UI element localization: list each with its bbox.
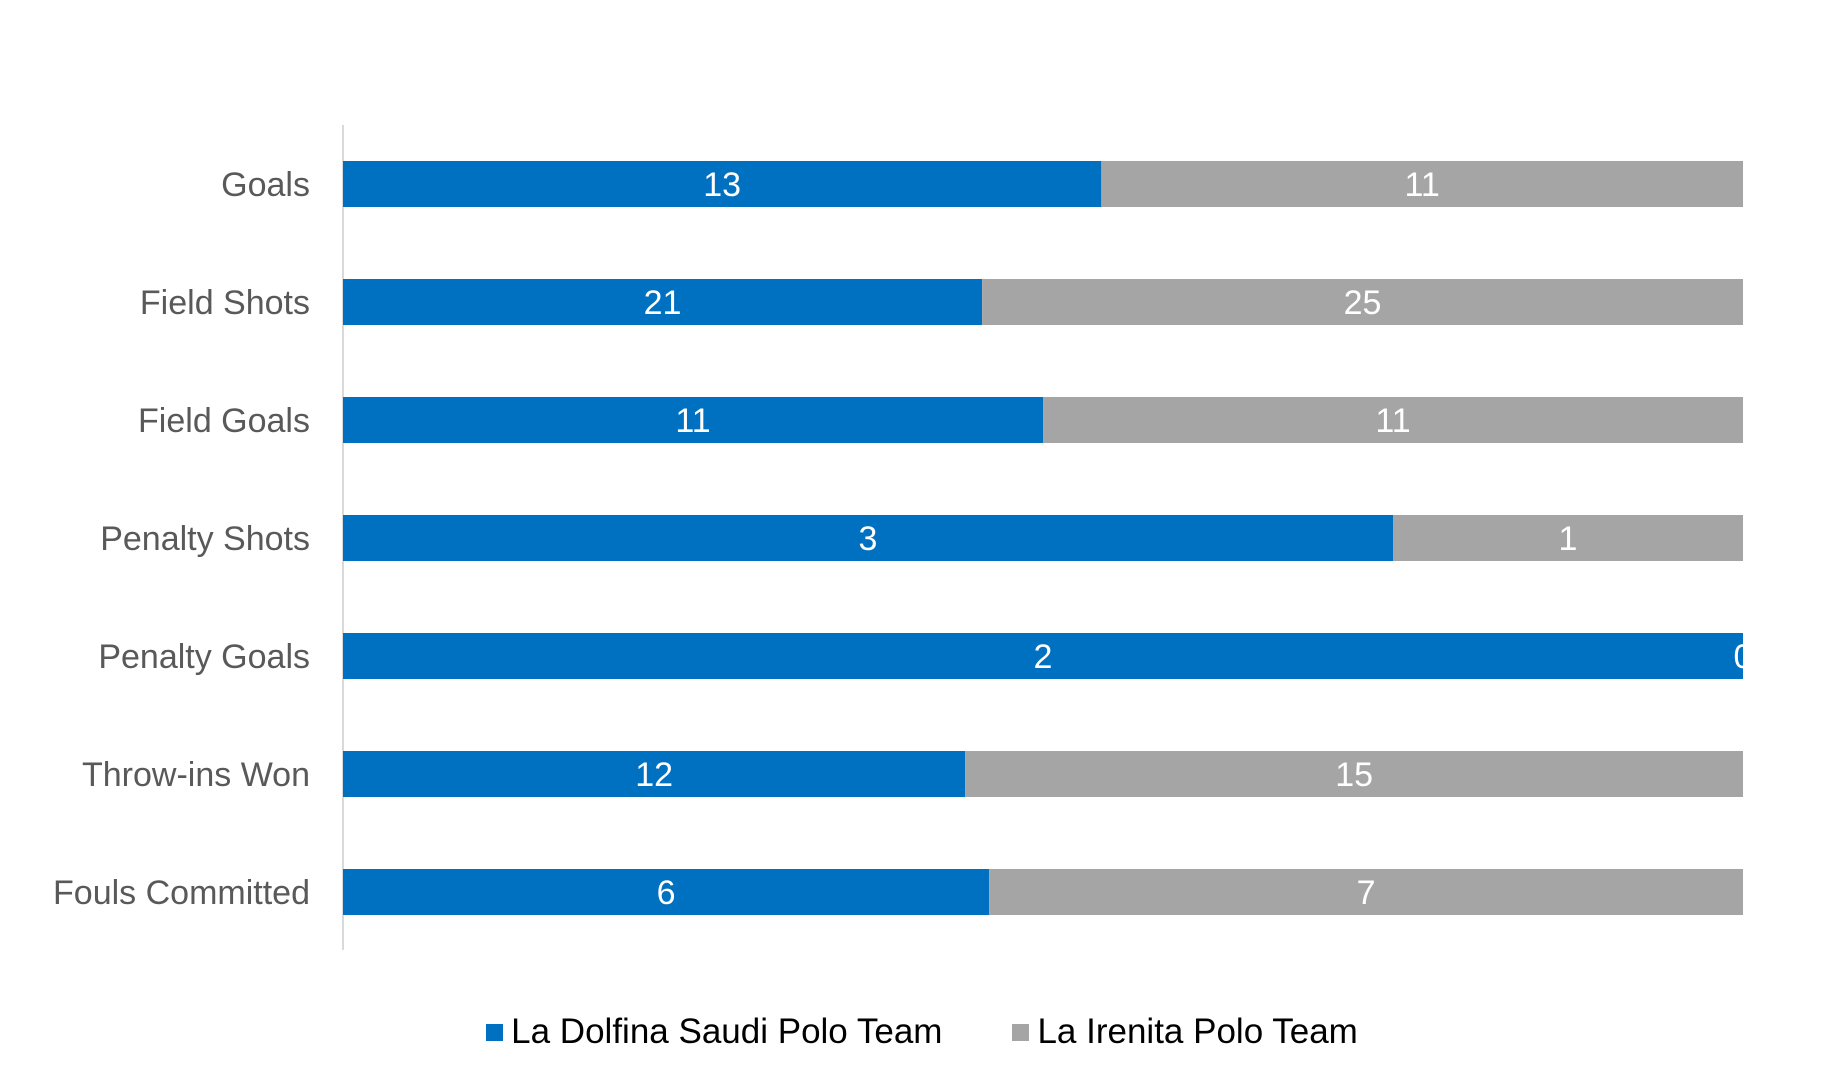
bar-segment: [1043, 397, 1743, 443]
category-label: Field Shots: [140, 284, 310, 322]
bar-segment: [343, 397, 1043, 443]
legend-item-series-1: La Dolfina Saudi Polo Team: [486, 1012, 942, 1052]
data-label: 6: [657, 874, 676, 912]
data-label: 15: [1335, 756, 1373, 794]
data-label: 11: [675, 402, 710, 440]
legend-label: La Dolfina Saudi Polo Team: [511, 1012, 943, 1051]
legend-item-series-2: La Irenita Polo Team: [1012, 1012, 1358, 1052]
category-label: Penalty Shots: [100, 520, 310, 558]
data-label: 11: [1405, 166, 1440, 204]
data-label: 7: [1357, 874, 1376, 912]
bar-segment: [343, 751, 966, 797]
bar-segment: [1393, 515, 1743, 561]
legend-swatch: [486, 1023, 504, 1041]
data-label: 13: [703, 166, 741, 204]
category-label: Goals: [221, 166, 310, 204]
bar-segment: [343, 869, 990, 915]
bar-segment: [982, 279, 1743, 325]
category-label: Penalty Goals: [98, 638, 310, 676]
data-label: 3: [859, 520, 878, 558]
category-label: Field Goals: [138, 402, 310, 440]
bar-segment: [343, 279, 983, 325]
data-label: 1: [1559, 520, 1578, 558]
bar-segment: [343, 633, 1743, 679]
data-label: 25: [1344, 284, 1382, 322]
bar-segment: [343, 515, 1393, 561]
category-label: Throw-ins Won: [82, 756, 310, 794]
legend-label: La Irenita Polo Team: [1037, 1012, 1358, 1051]
data-label: 12: [635, 756, 673, 794]
data-label: 2: [1034, 638, 1053, 676]
data-label: 21: [644, 284, 682, 322]
data-label: 11: [1375, 402, 1410, 440]
data-label: 0: [1734, 638, 1753, 676]
category-label: Fouls Committed: [53, 874, 310, 912]
bar-segment: [1101, 161, 1743, 207]
bar-segment: [965, 751, 1743, 797]
legend-swatch: [1012, 1023, 1030, 1041]
legend: La Dolfina Saudi Polo Team La Irenita Po…: [0, 1012, 1844, 1052]
bar-segment: [343, 161, 1102, 207]
bar-segment: [989, 869, 1743, 915]
